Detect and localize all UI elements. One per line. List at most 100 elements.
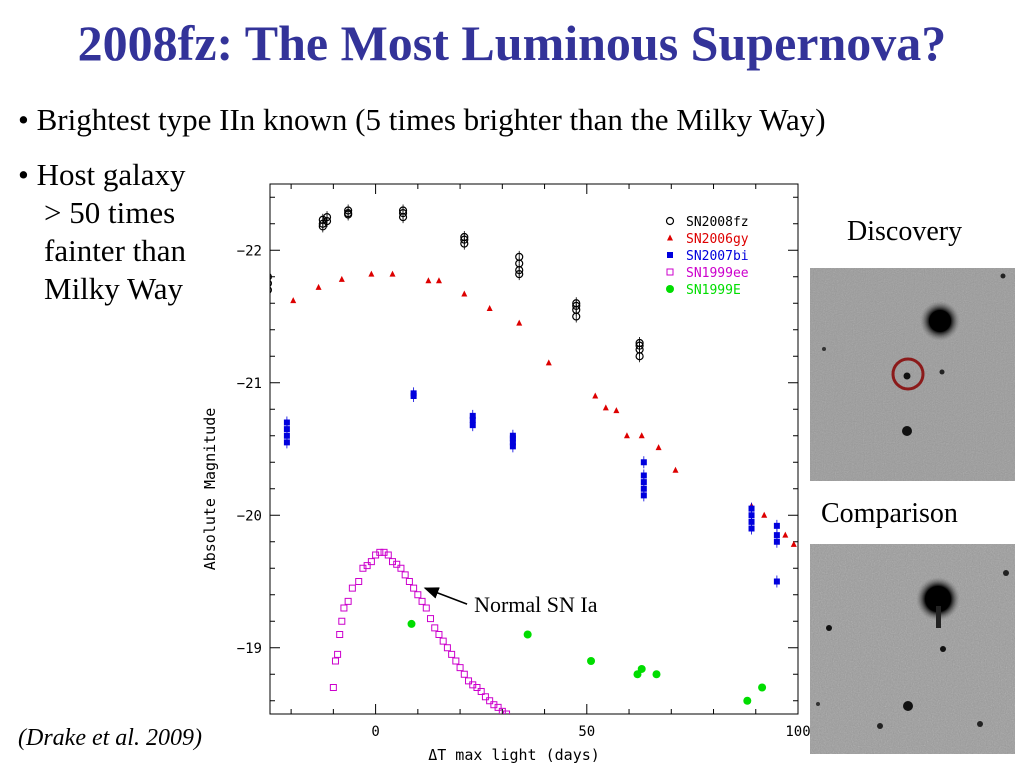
sn2007bi-point: [748, 525, 755, 532]
sn1999ee-point: [456, 664, 464, 672]
sn2006gy-point: [761, 511, 768, 518]
sn1999ee-point: [481, 693, 489, 701]
bullet-host-line-2: > 50 times: [44, 195, 176, 230]
sn2006gy-point: [486, 305, 493, 312]
sn2006gy-point: [242, 336, 248, 342]
sn1999e-point: [407, 619, 416, 628]
sn1999ee-point: [355, 578, 363, 585]
y-tick-label: −22: [237, 243, 262, 259]
sn1999ee-point: [401, 571, 409, 579]
sn2008fz-point: [572, 301, 581, 311]
sn2006gy-point: [389, 270, 396, 277]
sn1999ee-point: [494, 703, 502, 711]
sn2008fz-point: [270, 279, 272, 287]
sn2008fz-point: [635, 341, 644, 350]
sn2006gy-point: [545, 359, 552, 366]
sn2007bi-point: [410, 390, 417, 397]
bullet-host-line-1: • Host galaxy: [18, 157, 186, 192]
legend-entry: SN2007bi: [686, 249, 749, 264]
y-tick-label: −20: [237, 508, 262, 524]
sn2008fz-point: [270, 286, 272, 294]
sn2006gy-point: [782, 531, 789, 538]
sn2006gy-point: [672, 466, 679, 473]
sn1999ee-point: [338, 617, 346, 625]
sn2007bi-point: [469, 412, 476, 419]
legend-entry: SN2008fz: [686, 215, 749, 230]
sn2008fz-point: [344, 210, 353, 219]
sn1999ee-point: [443, 644, 451, 652]
bullet-host-line-3: fainter than: [44, 233, 187, 268]
sn1999ee-point: [340, 604, 348, 612]
sn2007bi-point: [748, 518, 755, 525]
supernova-circle-marker: [891, 357, 925, 391]
annotation-label: Normal SN Ia: [474, 592, 598, 617]
sn2006gy-point: [338, 275, 345, 282]
sn2007bi-point: [283, 426, 290, 433]
sn2007bi-point: [773, 578, 780, 585]
sn2006gy-point: [790, 540, 797, 547]
sn1999ee-point: [414, 591, 422, 599]
sn2008fz-point: [398, 206, 408, 215]
discovery-image: [810, 268, 1015, 481]
sn2007bi-point: [640, 479, 647, 486]
sn1999ee-point: [376, 548, 384, 556]
sn1999ee-point: [465, 677, 473, 685]
sn2007bi-point: [509, 443, 516, 450]
sn2007bi-point: [748, 512, 755, 519]
sn2006gy-point: [613, 407, 620, 414]
sn2007bi-point: [509, 435, 516, 442]
y-tick-label: −21: [237, 376, 262, 392]
sn2006gy-point: [425, 277, 432, 284]
sn2007bi-point: [667, 252, 673, 258]
sn1999ee-point: [503, 710, 511, 714]
sn2006gy-point: [667, 234, 673, 241]
slide-title: 2008fz: The Most Luminous Supernova?: [77, 15, 947, 71]
sn2007bi-point: [469, 422, 476, 429]
sn2007bi-point: [748, 505, 755, 512]
legend-entry: SN2006gy: [686, 232, 749, 247]
y-axis-label: Absolute Magnitude: [201, 408, 219, 571]
comparison-image: [810, 544, 1015, 754]
bullet-host-galaxy: • Host galaxy > 50 times fainter than Mi…: [18, 156, 186, 308]
sn1999e-point: [652, 670, 661, 679]
sn2006gy-point: [602, 404, 609, 411]
discovery-starfield: [810, 268, 1015, 481]
sn2007bi-point: [283, 439, 290, 446]
sn1999ee-point: [486, 697, 494, 705]
legend-entry: SN1999ee: [686, 266, 749, 281]
sn1999e-point: [587, 657, 596, 665]
sn2006gy-point: [368, 270, 375, 277]
sn2007bi-point: [773, 522, 780, 529]
sn1999ee-point: [397, 564, 405, 572]
legend-entry: SN1999E: [686, 283, 741, 298]
sn2006gy-point: [290, 297, 297, 304]
sn1999e-point: [758, 683, 767, 692]
sn2008fz-point: [270, 273, 272, 281]
light-curve-chart: 0 50 100 −22 −21 −20 −19 ΔT max light (days) Abs…: [195, 180, 815, 768]
sn1999ee-point: [452, 657, 460, 665]
sn1999ee-point: [344, 597, 352, 605]
sn1999ee-point: [410, 584, 418, 592]
x-axis-label: ΔT max light (days): [428, 746, 600, 764]
sn1999ee-point: [405, 578, 413, 585]
sn2007bi-point: [283, 432, 290, 439]
sn1999ee-point: [331, 657, 339, 665]
sn1999ee-point: [384, 551, 392, 559]
sn2006gy-point: [435, 277, 442, 284]
x-tick-label: 100: [785, 724, 810, 740]
sn1999e-point: [743, 696, 752, 705]
sn2007bi-point: [640, 459, 647, 466]
light-curve-svg: 0 50 100 −22 −21 −20 −19 ΔT max light (days) Abs…: [201, 183, 811, 764]
sn1999ee-point: [363, 562, 371, 570]
sn1999ee-point: [418, 597, 426, 605]
sn2007bi-point: [773, 538, 780, 545]
annotation-arrow: [423, 587, 468, 605]
sn1999ee-point: [473, 684, 481, 691]
sn1999ee-point: [460, 670, 468, 678]
sn2008fz-point: [460, 232, 469, 242]
sn2006gy-point: [638, 432, 645, 439]
sn1999ee-point: [329, 684, 337, 691]
citation: (Drake et al. 2009): [18, 725, 202, 751]
sn1999ee-point: [348, 584, 356, 592]
sn1999ee-point: [477, 687, 485, 695]
